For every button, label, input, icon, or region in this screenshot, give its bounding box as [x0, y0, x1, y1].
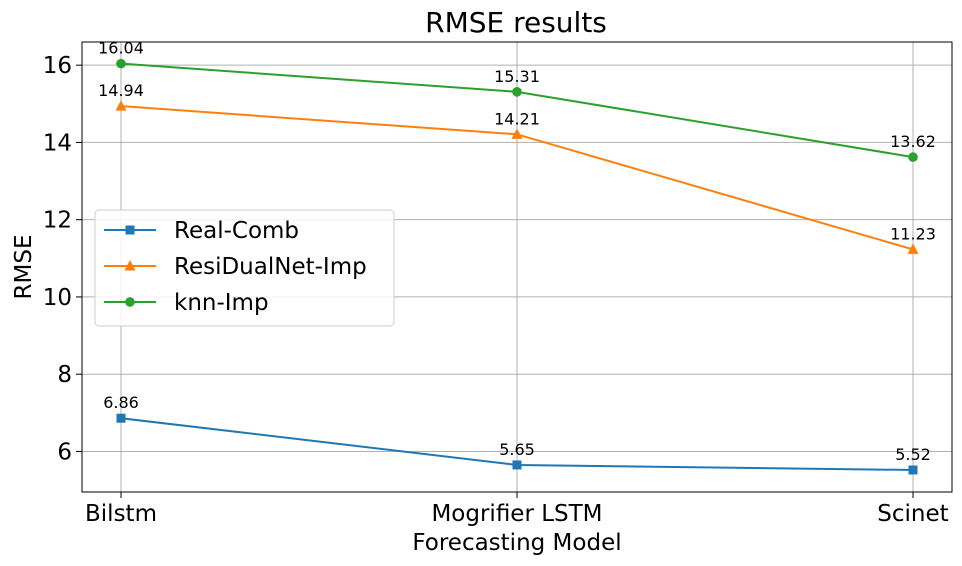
- x-tick-label: Scinet: [877, 501, 948, 527]
- x-tick-label: Bilstm: [85, 501, 157, 527]
- data-label: 14.21: [494, 109, 540, 128]
- legend-marker: [125, 297, 135, 307]
- series-layer: [115, 58, 919, 475]
- y-tick-label: 12: [43, 208, 72, 234]
- legend-entry: knn-Imp: [104, 290, 269, 316]
- data-point: [908, 152, 918, 162]
- series-knn-imp: [116, 58, 918, 162]
- legend-entry: ResiDualNet-Imp: [104, 254, 367, 280]
- data-point: [116, 413, 126, 423]
- data-label: 13.62: [890, 132, 936, 151]
- y-tick-label: 6: [57, 439, 72, 465]
- data-label: 11.23: [890, 224, 936, 243]
- legend-box: [94, 209, 395, 327]
- data-point: [115, 100, 127, 111]
- y-axis-label: RMSE: [11, 235, 37, 300]
- data-label: 6.86: [103, 393, 139, 412]
- legend-marker: [124, 260, 136, 271]
- legend-label: ResiDualNet-Imp: [174, 254, 367, 280]
- legend-marker: [125, 225, 135, 235]
- data-label: 5.52: [895, 445, 931, 464]
- tick-layer: Bilstm Mogrifier LSTM Scinet 6 8 10 12 14 16: [43, 53, 949, 527]
- legend-entries: Real-Comb ResiDualNet-Imp knn-Imp: [104, 218, 367, 316]
- data-label: 15.31: [494, 67, 540, 86]
- data-point: [511, 128, 523, 139]
- data-label: 5.65: [499, 440, 535, 459]
- series-residualnet-imp: [115, 100, 919, 254]
- legend-label: Real-Comb: [174, 218, 299, 244]
- chart-title: RMSE results: [425, 6, 607, 39]
- x-tick-label: Mogrifier LSTM: [431, 501, 602, 527]
- legend-label: knn-Imp: [174, 290, 269, 316]
- y-tick-label: 14: [43, 130, 72, 156]
- data-label: 16.04: [98, 39, 144, 58]
- legend: Real-Comb ResiDualNet-Imp knn-Imp: [94, 209, 395, 327]
- data-label: 14.94: [98, 81, 144, 100]
- legend-entry: Real-Comb: [104, 218, 299, 244]
- x-axis-label: Forecasting Model: [412, 530, 621, 556]
- data-point: [116, 58, 126, 69]
- data-point: [907, 243, 919, 254]
- data-point: [908, 465, 918, 475]
- series-real-comb: [116, 413, 918, 475]
- data-point: [512, 87, 522, 97]
- data-point: [512, 460, 522, 470]
- y-tick-label: 16: [43, 53, 72, 79]
- y-tick-label: 8: [57, 362, 72, 388]
- data-label-layer: 6.86 5.65 5.52 14.94 14.21 11.23 16.04 15.31 13.…: [98, 39, 936, 464]
- y-tick-label: 10: [43, 285, 72, 311]
